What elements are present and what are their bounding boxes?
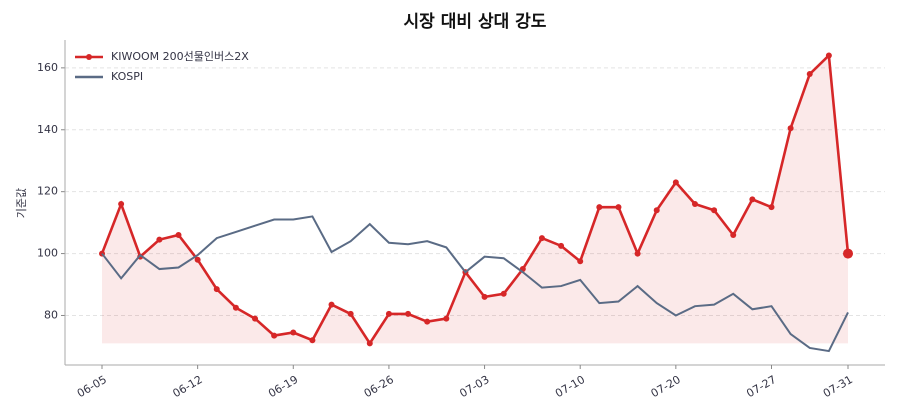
legend-marker xyxy=(86,54,92,60)
point xyxy=(843,248,853,259)
point xyxy=(328,301,335,308)
y-axis-label: 기준값 xyxy=(15,188,28,218)
point xyxy=(634,250,641,257)
point xyxy=(118,201,125,208)
y-tick-label: 140 xyxy=(37,123,58,136)
point xyxy=(252,315,259,322)
point xyxy=(366,340,373,347)
point xyxy=(232,304,239,311)
point xyxy=(424,318,431,325)
point xyxy=(691,201,698,208)
line xyxy=(101,215,849,353)
point xyxy=(672,179,679,186)
point xyxy=(806,71,813,78)
x-tick-label: 07-03 xyxy=(457,373,491,400)
line xyxy=(100,52,850,346)
point xyxy=(213,286,220,293)
x-tick-label: 07-20 xyxy=(649,373,683,400)
legend-label: KIWOOM 200선물인버스2X xyxy=(111,50,249,63)
point xyxy=(271,332,278,339)
point xyxy=(156,236,163,243)
point xyxy=(749,196,756,203)
x-tick-label: 07-31 xyxy=(821,373,855,400)
point xyxy=(768,204,775,211)
x-tick-label: 07-27 xyxy=(744,373,778,400)
point xyxy=(175,232,182,238)
x-tick-label: 06-12 xyxy=(170,373,204,400)
area xyxy=(102,55,848,344)
y-tick-label: 100 xyxy=(37,247,58,260)
x-tick-label: 07-10 xyxy=(553,373,587,400)
point xyxy=(787,125,794,132)
point xyxy=(500,290,507,297)
point xyxy=(443,315,450,322)
point xyxy=(481,293,488,300)
y-tick-label: 120 xyxy=(37,185,58,198)
point xyxy=(825,52,832,59)
point xyxy=(615,204,622,211)
point xyxy=(385,310,392,317)
point xyxy=(290,329,297,336)
point xyxy=(577,258,584,265)
chart-title: 시장 대비 상대 강도 xyxy=(404,12,547,32)
point xyxy=(309,337,316,344)
point xyxy=(653,207,660,214)
x-tick-label: 06-19 xyxy=(266,373,300,400)
point xyxy=(730,232,737,238)
point xyxy=(194,256,201,263)
point xyxy=(347,310,354,317)
point xyxy=(711,207,718,214)
legend-label: KOSPI xyxy=(111,70,143,83)
x-tick-label: 06-26 xyxy=(362,373,396,400)
point xyxy=(538,235,545,242)
y-tick-label: 160 xyxy=(37,61,58,74)
point xyxy=(405,310,412,317)
x-tick-label: 06-05 xyxy=(75,373,109,400)
y-tick-label: 80 xyxy=(44,308,58,321)
point xyxy=(558,242,565,249)
point xyxy=(596,204,603,211)
